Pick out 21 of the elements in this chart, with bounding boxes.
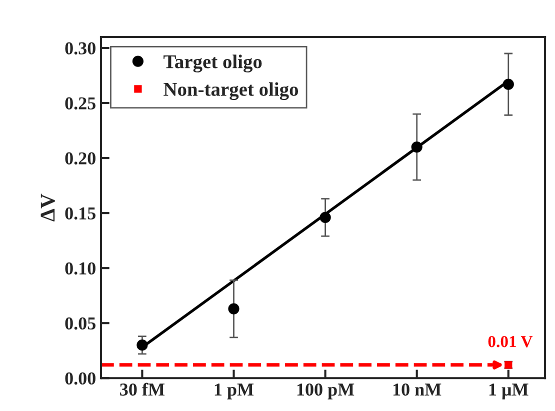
- x-tick-label: 30 fM: [120, 382, 164, 396]
- x-tick-label: 100 pM: [297, 384, 354, 400]
- y-tick-label: 0.25: [65, 97, 96, 110]
- x-tick-label: 1 pM: [214, 384, 254, 400]
- y-tick-label: 0.05: [65, 317, 96, 330]
- y-tick-label: 0.15: [65, 207, 96, 220]
- legend-label: Target oligo: [164, 54, 262, 72]
- ref-line-label: 0.01 V: [488, 336, 533, 348]
- y-tick-label: 0.30: [65, 42, 96, 55]
- x-tick-label: 10 nM: [393, 384, 442, 396]
- y-axis-title: ΔV: [40, 194, 55, 222]
- y-tick-label: 0.00: [65, 372, 96, 385]
- y-tick-label: 0.20: [65, 152, 96, 165]
- point: [502, 78, 514, 90]
- legend-label: Non-target oligo: [164, 82, 298, 100]
- x-tick-label: 1 μM: [489, 384, 528, 400]
- point: [320, 212, 331, 224]
- point: [228, 303, 240, 314]
- y-tick-label: 0.10: [65, 262, 96, 275]
- point: [411, 141, 422, 153]
- point: [136, 340, 148, 351]
